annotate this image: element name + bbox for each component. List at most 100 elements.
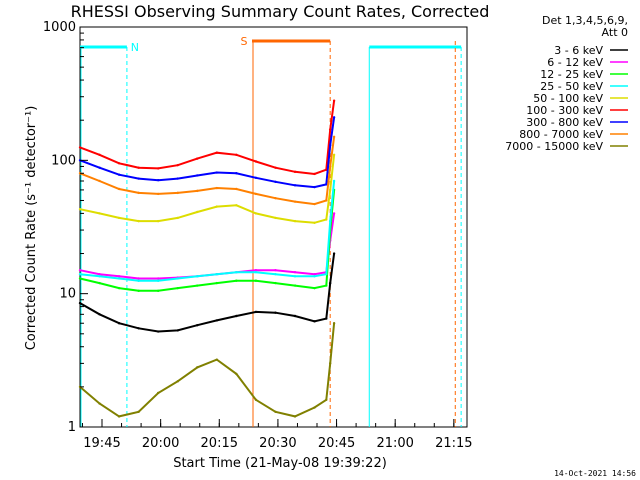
y-tick-label: 1000 — [43, 20, 76, 35]
data-point — [156, 279, 160, 282]
data-point — [156, 219, 160, 223]
data-point — [328, 362, 332, 365]
y-tick-label: 10 — [59, 287, 76, 302]
data-point — [215, 272, 219, 276]
y-tick-label: 100 — [51, 153, 76, 168]
data-point — [176, 380, 179, 383]
data-point — [254, 212, 258, 215]
data-point — [98, 313, 101, 316]
data-point — [274, 272, 277, 276]
data-point — [215, 358, 219, 361]
data-point — [117, 162, 121, 165]
data-point — [293, 184, 297, 187]
data-point — [176, 277, 179, 280]
data-point — [235, 270, 238, 274]
data-point — [313, 172, 316, 176]
data-point — [137, 219, 140, 223]
series-line-800-7000-keV — [79, 136, 336, 206]
data-point — [254, 160, 258, 163]
data-point — [196, 210, 199, 214]
data-point — [98, 402, 101, 405]
data-point — [98, 166, 101, 169]
data-point — [328, 188, 332, 192]
data-point — [325, 284, 328, 287]
data-point — [137, 277, 140, 280]
data-point — [176, 216, 179, 220]
data-point — [78, 272, 82, 276]
data-point — [332, 252, 336, 255]
data-point — [137, 166, 140, 169]
data-point — [98, 272, 101, 276]
y-tick-label: 1 — [68, 420, 76, 435]
data-point — [235, 153, 238, 157]
x-tick-label: 20:30 — [259, 436, 296, 451]
data-point — [215, 281, 219, 285]
data-point — [156, 178, 160, 182]
data-point — [215, 186, 219, 190]
data-point — [313, 272, 316, 276]
data-point — [215, 319, 219, 322]
data-point — [274, 281, 277, 285]
data-point — [235, 372, 238, 376]
data-point — [325, 183, 328, 186]
series-line-50-100-keV — [79, 154, 336, 224]
series-layer — [78, 99, 336, 418]
legend-label: 800 - 7000 keV — [519, 128, 603, 141]
legend-label: 3 - 6 keV — [554, 44, 603, 57]
data-point — [254, 192, 258, 196]
x-tick-label: 21:15 — [435, 436, 472, 451]
legend-header: Det 1,3,4,5,6,9, — [542, 14, 628, 27]
data-point — [235, 204, 238, 207]
legend-header: Att 0 — [602, 26, 628, 39]
data-point — [328, 143, 332, 147]
data-point — [98, 281, 101, 285]
data-point — [274, 180, 277, 184]
legend-label: 6 - 12 keV — [547, 56, 603, 69]
chart-title: RHESSI Observing Summary Count Rates, Co… — [71, 2, 490, 21]
data-point — [235, 187, 238, 191]
data-point — [137, 327, 140, 330]
data-point — [176, 163, 179, 167]
data-point — [328, 165, 332, 168]
series-line-7000-15000-keV — [79, 323, 336, 418]
series-line-25-50-keV — [79, 180, 336, 282]
data-point — [196, 174, 199, 177]
legend-label: 12 - 25 keV — [540, 68, 603, 81]
data-point — [156, 330, 160, 333]
data-point — [274, 196, 277, 200]
data-point — [176, 286, 179, 290]
data-point — [78, 208, 82, 211]
data-point — [196, 366, 199, 369]
data-point — [325, 398, 328, 401]
data-point — [176, 177, 179, 180]
data-point — [293, 275, 297, 278]
data-point — [254, 176, 258, 179]
data-point — [313, 286, 316, 290]
data-point — [332, 116, 336, 119]
data-point — [332, 212, 336, 215]
data-point — [98, 153, 101, 157]
data-point — [137, 410, 140, 414]
band-N-label: N — [131, 41, 139, 54]
footer-timestamp: 14-Oct-2021 14:56 — [554, 469, 636, 478]
data-point — [117, 173, 121, 176]
data-point — [254, 270, 258, 274]
x-axis: 19:45 20:00 20:15 20:30 20:45 21:00 21:15 — [81, 419, 473, 451]
data-point — [117, 216, 121, 220]
legend-label: 100 - 300 keV — [526, 104, 603, 117]
data-point — [156, 277, 160, 280]
data-point — [215, 171, 219, 174]
data-point — [137, 289, 140, 293]
data-point — [196, 284, 199, 287]
data-point — [313, 221, 316, 225]
data-point — [254, 310, 258, 314]
series-line-300-800-keV — [79, 117, 336, 189]
data-point — [332, 153, 336, 157]
x-axis-label: Start Time (21-May-08 19:39:22) — [173, 456, 387, 471]
y-axis: 1 10 100 1000 — [43, 20, 88, 435]
data-point — [293, 284, 297, 287]
data-point — [254, 268, 258, 272]
x-tick-label: 20:15 — [201, 436, 238, 451]
data-point — [274, 216, 277, 220]
